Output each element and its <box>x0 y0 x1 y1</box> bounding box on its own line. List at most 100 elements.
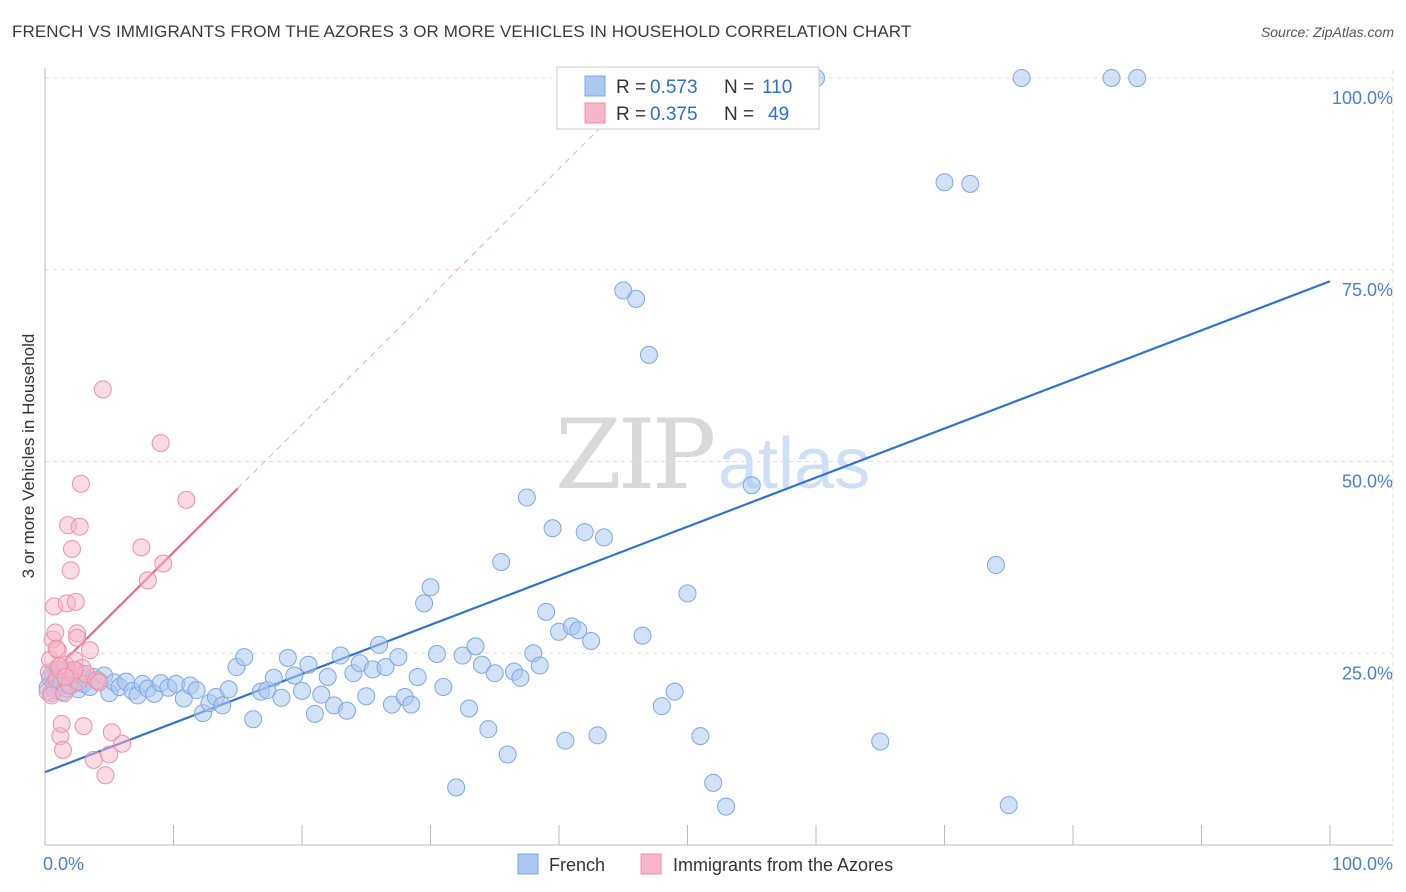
y-tick-label: 25.0% <box>1342 663 1393 683</box>
point-azores <box>70 517 89 536</box>
point-french <box>219 680 238 699</box>
point-azores <box>93 380 112 399</box>
point-french <box>453 646 472 665</box>
source-label: Source: ZipAtlas.com <box>1260 24 1394 40</box>
point-french <box>511 668 530 687</box>
point-azores <box>61 561 80 580</box>
point-french <box>285 666 304 685</box>
legend-swatch-azores <box>584 102 606 124</box>
point-french <box>472 655 491 674</box>
bottom-legend: French Immigrants from the Azores <box>517 853 893 875</box>
y-tick-label: 75.0% <box>1342 280 1393 300</box>
point-french <box>305 704 324 723</box>
point-french <box>627 289 646 308</box>
trendline-azores-extension <box>237 104 624 489</box>
point-french <box>986 556 1005 575</box>
point-french <box>187 681 206 700</box>
point-azores <box>89 673 108 692</box>
point-french <box>594 528 613 547</box>
point-french <box>717 797 736 816</box>
legend-r-label-2: R = <box>616 104 646 125</box>
point-azores <box>53 740 72 759</box>
point-azores <box>62 539 81 558</box>
chart-title: FRENCH VS IMMIGRANTS FROM THE AZORES 3 O… <box>12 22 912 41</box>
point-french <box>278 648 297 667</box>
point-azores <box>56 668 75 687</box>
point-french <box>575 523 594 542</box>
point-french <box>272 688 291 707</box>
tick-labels: 25.0% 50.0% 75.0% 100.0% 0.0% 100.0% <box>43 88 1393 874</box>
point-french <box>691 727 710 746</box>
legend-r-value-2: 0.375 <box>650 104 698 125</box>
point-french <box>633 626 652 645</box>
point-french <box>235 648 254 667</box>
point-french <box>312 685 331 704</box>
point-french <box>376 658 395 677</box>
legend-n-value-2: 49 <box>768 104 789 125</box>
y-tick-label: 100.0% <box>1332 88 1393 108</box>
point-azores <box>132 538 151 557</box>
top-legend: R = 0.573 N = 110 R = 0.375 N = 49 <box>556 66 820 130</box>
point-french <box>517 488 536 507</box>
point-french <box>479 720 498 739</box>
point-french <box>614 281 633 300</box>
point-french <box>556 731 575 750</box>
point-french <box>421 578 440 597</box>
point-french <box>537 602 556 621</box>
legend-swatch-french <box>584 75 606 97</box>
point-french <box>652 697 671 716</box>
point-french <box>264 668 283 687</box>
point-french <box>492 552 511 571</box>
point-french <box>293 681 311 700</box>
point-french <box>402 695 421 714</box>
legend-n-value-1: 110 <box>762 77 792 98</box>
point-french <box>678 584 697 603</box>
bottom-legend-azores: Immigrants from the Azores <box>673 855 893 875</box>
y-tick-label: 50.0% <box>1342 472 1393 492</box>
point-azores <box>66 592 85 611</box>
point-french <box>569 621 588 640</box>
point-french <box>460 699 479 718</box>
point-french <box>427 645 446 664</box>
point-french <box>318 668 337 687</box>
point-azores <box>52 714 71 733</box>
x-tick-label-max: 100.0% <box>1332 854 1393 874</box>
point-french <box>742 476 761 495</box>
point-french <box>485 664 504 683</box>
point-french <box>389 648 408 667</box>
point-azores <box>96 766 115 785</box>
point-french <box>244 710 263 729</box>
legend-r-value-1: 0.573 <box>650 77 698 98</box>
point-french <box>357 687 376 706</box>
point-azores <box>84 750 103 769</box>
point-french <box>588 726 607 745</box>
gridlines <box>45 70 1394 845</box>
point-french <box>370 635 389 654</box>
point-french <box>639 345 658 364</box>
point-azores <box>74 717 93 736</box>
bottom-legend-swatch-french <box>517 853 539 875</box>
point-french <box>665 682 684 701</box>
point-french <box>408 668 427 687</box>
point-azores <box>154 554 173 573</box>
trendline-french <box>44 280 1331 774</box>
point-french <box>1012 69 1031 87</box>
y-axis-label: 3 or more Vehicles in Household <box>19 334 38 579</box>
legend-n-label-2: N = <box>724 104 754 125</box>
point-french <box>961 174 980 193</box>
point-azores <box>80 641 99 660</box>
point-french <box>582 631 601 650</box>
point-french <box>213 696 232 715</box>
point-french <box>299 655 318 674</box>
x-tick-label-min: 0.0% <box>43 854 84 874</box>
point-french <box>337 701 356 720</box>
point-french <box>1102 69 1121 87</box>
point-azores <box>100 745 119 764</box>
point-french <box>543 519 562 538</box>
point-french <box>871 732 890 751</box>
point-azores <box>138 571 157 590</box>
point-french <box>498 745 517 764</box>
point-french <box>434 677 453 696</box>
point-azores <box>46 623 65 642</box>
